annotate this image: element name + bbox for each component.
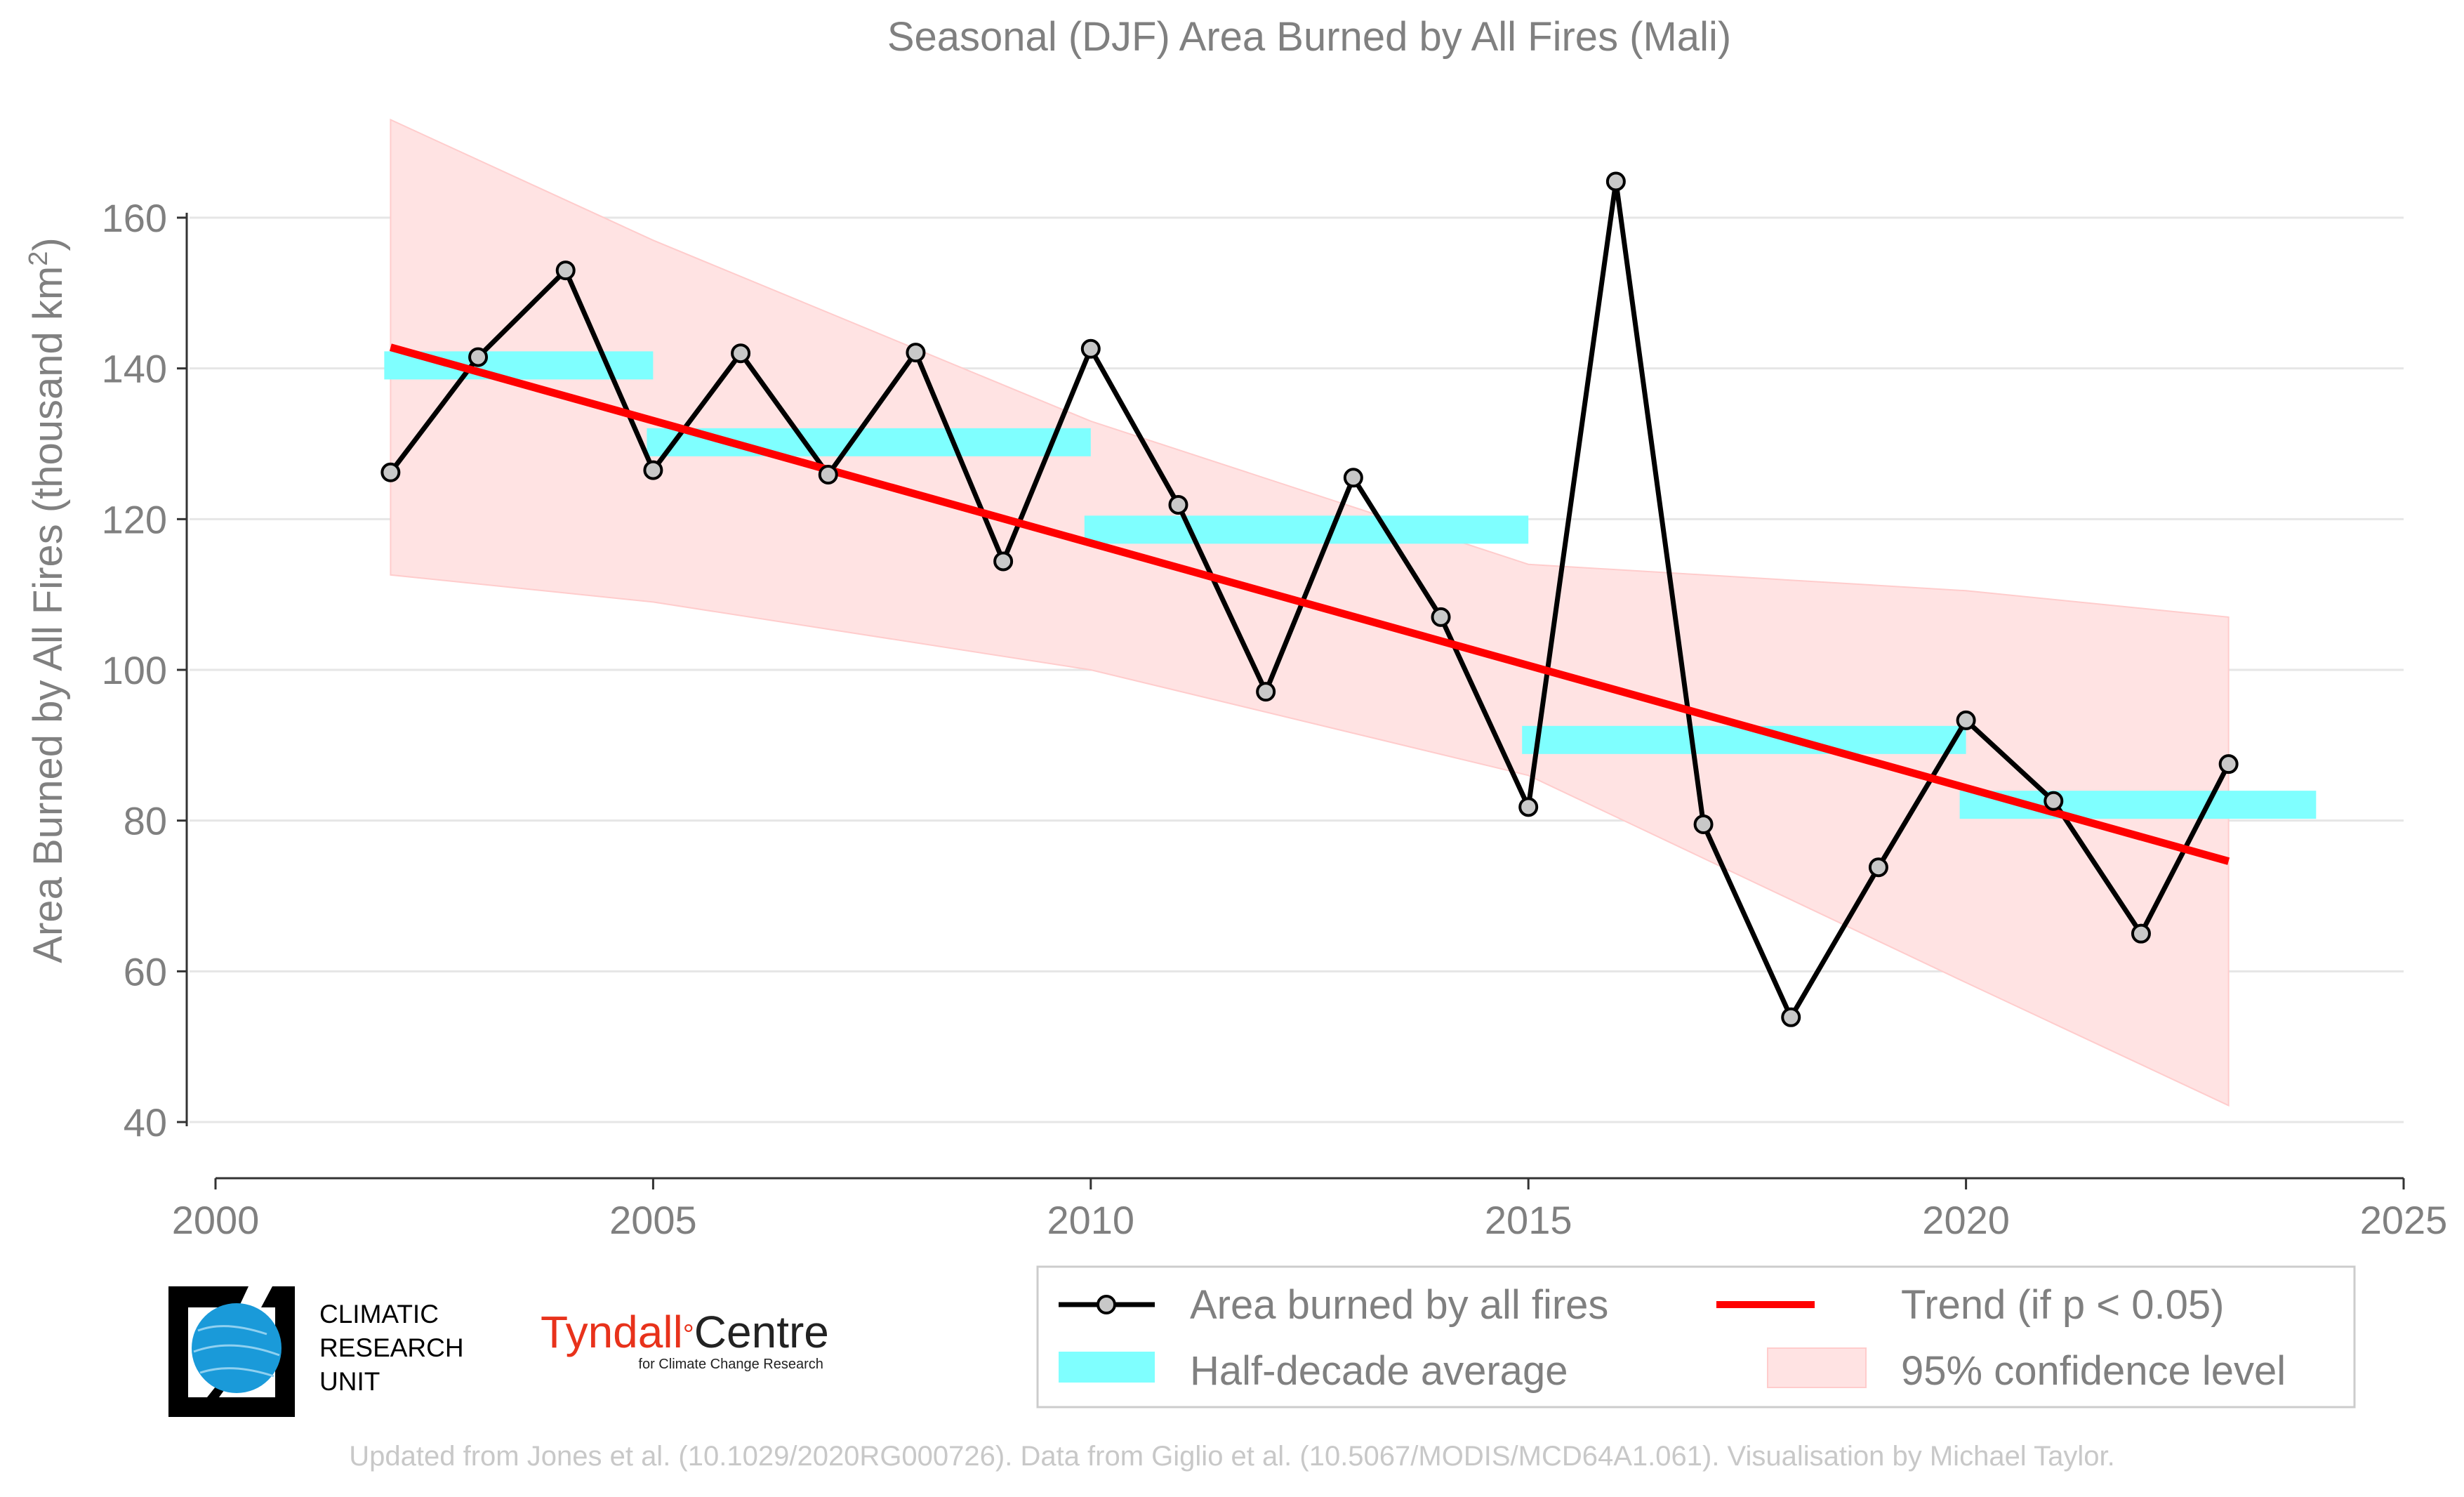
trend-line-group — [389, 343, 2230, 865]
data-point-2007 — [818, 465, 838, 485]
legend-label-trend: Trend (if p < 0.05) — [1901, 1282, 2224, 1328]
data-point-2010 — [1080, 338, 1101, 359]
half-decade-bar-2 — [1084, 515, 1529, 544]
data-point-2002 — [380, 462, 401, 482]
series-line — [388, 179, 2231, 1020]
confidence-band — [390, 118, 2230, 1107]
y-tick-label-100: 100 — [102, 648, 167, 692]
y-tick-label-160: 160 — [102, 196, 167, 240]
half-decade-averages — [384, 351, 2317, 819]
y-tick-label-120: 120 — [102, 497, 167, 541]
data-point-2022 — [2131, 923, 2151, 944]
y-tick-label-60: 60 — [124, 949, 167, 994]
cru-logo — [168, 1286, 295, 1417]
cru-line-3: UNIT — [319, 1367, 380, 1396]
x-tick-label-2010: 2010 — [1047, 1198, 1135, 1242]
legend: Area burned by all fires Trend (if p < 0… — [1036, 1265, 2356, 1409]
x-tick-label-2005: 2005 — [609, 1198, 697, 1242]
data-point-2014 — [1431, 607, 1451, 627]
legend-item-confidence: 95% confidence level — [1767, 1347, 2286, 1394]
data-point-2017 — [1693, 815, 1714, 835]
data-point-2008 — [906, 343, 926, 363]
data-point-2009 — [993, 551, 1014, 572]
half-decade-bar-1 — [647, 428, 1091, 456]
data-point-2013 — [1343, 468, 1363, 488]
y-axis-label: Area Burned by All Fires (thousand km2) — [24, 237, 71, 963]
data-point-2018 — [1781, 1007, 1801, 1027]
y-tick-label-40: 40 — [124, 1100, 167, 1145]
axes — [177, 213, 2405, 1189]
x-tick-label-2000: 2000 — [172, 1198, 260, 1242]
legend-frame — [1036, 1265, 2356, 1409]
tyndall-logo-main: Tyndall°Centre — [541, 1307, 829, 1357]
data-point-2023 — [2218, 754, 2239, 774]
data-point-2011 — [1168, 494, 1188, 515]
y-tick-labels: 40 60 80 100 120 140 160 — [102, 196, 167, 1145]
data-point-2016 — [1605, 171, 1626, 192]
y-axis-label-close: ) — [25, 237, 71, 251]
cru-line-2: RESEARCH — [319, 1333, 464, 1362]
legend-label-half-decade: Half-decade average — [1190, 1348, 1568, 1394]
data-point-2003 — [468, 347, 489, 367]
data-point-2020 — [1956, 710, 1976, 730]
x-tick-labels: 2000 2005 2010 2015 2020 2025 — [172, 1198, 2448, 1242]
cru-logo-text: CLIMATIC RESEARCH UNIT — [319, 1298, 464, 1399]
confidence-area — [390, 118, 2230, 1107]
data-point-2012 — [1256, 682, 1276, 702]
legend-label-confidence: 95% confidence level — [1901, 1348, 2286, 1394]
y-tick-label-80: 80 — [124, 799, 167, 843]
credits-text: Updated from Jones et al. (10.1029/2020R… — [349, 1441, 2115, 1472]
data-point-2019 — [1868, 857, 1888, 878]
y-axis-label-main: Area Burned by All Fires (thousand km — [25, 266, 71, 963]
tyndall-logo-degree: ° — [682, 1319, 694, 1350]
x-tick-label-2020: 2020 — [1922, 1198, 2010, 1242]
x-tick-label-2025: 2025 — [2360, 1198, 2448, 1242]
tyndall-logo-part2: Centre — [694, 1307, 829, 1357]
series-line-group — [388, 179, 2231, 1020]
cru-line-1: CLIMATIC — [319, 1300, 439, 1328]
trend-line — [389, 343, 2230, 865]
y-tick-label-140: 140 — [102, 347, 167, 391]
legend-item-half-decade: Half-decade average — [1059, 1348, 1568, 1394]
legend-label-area-burned: Area burned by all fires — [1190, 1282, 1608, 1328]
tyndall-logo: Tyndall°Centre for Climate Change Resear… — [541, 1307, 829, 1373]
data-point-2004 — [555, 261, 576, 281]
half-decade-bar-3 — [1522, 725, 1966, 754]
data-point-2021 — [2044, 791, 2064, 811]
data-point-2015 — [1518, 797, 1539, 817]
legend-item-area-burned: Area burned by all fires — [1059, 1282, 1608, 1328]
tyndall-logo-subtitle: for Climate Change Research — [638, 1357, 823, 1372]
legend-item-trend: Trend (if p < 0.05) — [1716, 1282, 2224, 1328]
tyndall-logo-part1: Tyndall — [541, 1307, 683, 1357]
y-axis-label-superscript: 2 — [24, 251, 53, 266]
data-point-2005 — [643, 460, 663, 480]
data-point-2006 — [731, 343, 751, 364]
data-points — [380, 171, 2239, 1027]
chart-title: Seasonal (DJF) Area Burned by All Fires … — [887, 14, 1731, 60]
x-tick-label-2015: 2015 — [1485, 1198, 1572, 1242]
